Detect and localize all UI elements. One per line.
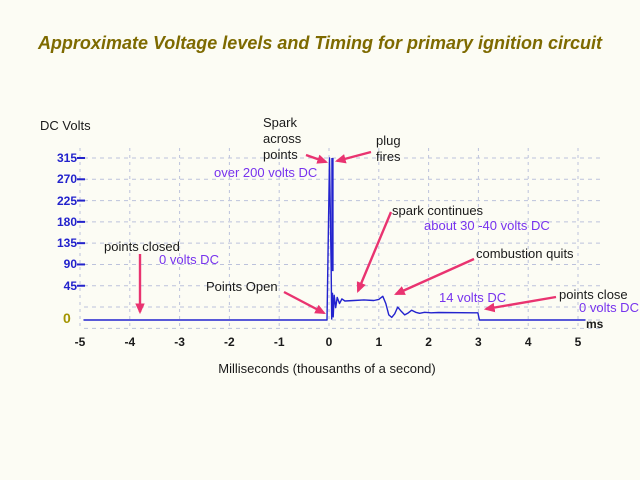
y-tick-label-135: 135: [56, 236, 77, 251]
x-tick-label--5: -5: [74, 335, 86, 349]
arrow-points-open: [283, 290, 326, 315]
x-tick-label-0: 0: [325, 335, 333, 349]
y-axis-label: DC Volts: [40, 118, 91, 133]
annotation-points-open: Points Open: [206, 279, 278, 294]
x-tick-label-4: 4: [524, 335, 532, 349]
annotation-points-close-volts: 0 volts DC: [579, 300, 639, 315]
x-axis-title: Milliseconds (thousanths of a second): [218, 361, 436, 376]
annotation-spark-line1: Spark: [263, 115, 297, 130]
annotation-14-volts: 14 volts DC: [439, 290, 507, 305]
x-tick-label--4: -4: [124, 335, 136, 349]
arrow-plug-fires: [334, 150, 372, 164]
chart-title: Approximate Voltage levels and Timing fo…: [37, 33, 603, 53]
y-tick-label-225: 225: [56, 193, 77, 208]
y-tick-label-315: 315: [56, 151, 77, 165]
annotation-plug-line1: plug: [376, 133, 401, 148]
arrow-points-close: [483, 295, 557, 313]
annotation-points-closed-volts: 0 volts DC: [159, 252, 219, 267]
y-tick-label-0: 0: [63, 310, 71, 326]
annotation-combustion-quits: combustion quits: [476, 246, 574, 261]
x-tick-label--3: -3: [174, 335, 185, 349]
annotation-points-close: points close: [559, 287, 628, 302]
y-tick-label-180: 180: [56, 214, 77, 229]
annotation-spark-across-points: Spark across points: [263, 115, 301, 163]
x-axis-unit: ms: [586, 317, 604, 331]
arrow-spark-continues: [356, 211, 393, 293]
annotation-plug-line2: fires: [376, 149, 401, 164]
x-tick-label-5: 5: [574, 335, 582, 349]
annotation-points-closed: points closed: [104, 239, 180, 254]
x-tick-label--2: -2: [224, 335, 235, 349]
annotation-spark-line2: across: [263, 131, 302, 146]
annotation-spark-continues: spark continues: [392, 203, 484, 218]
x-tick-label--1: -1: [273, 335, 285, 349]
annotation-plug-fires: plug fires: [376, 133, 401, 165]
y-tick-label-45: 45: [63, 278, 77, 293]
x-tick-label-3: 3: [475, 335, 482, 349]
arrow-spark-across: [305, 153, 329, 164]
annotation-30-40-volts: about 30 -40 volts DC: [424, 218, 550, 233]
voltage-waveform: [83, 157, 586, 321]
x-tick-label-2: 2: [425, 335, 432, 349]
y-tick-label-270: 270: [56, 172, 77, 187]
x-tick-label-1: 1: [375, 335, 383, 349]
annotation-spark-line3: points: [263, 147, 298, 162]
y-tick-label-90: 90: [63, 257, 77, 272]
arrow-combustion-quits: [394, 257, 475, 296]
annotation-over-200-volts: over 200 volts DC: [214, 165, 318, 180]
